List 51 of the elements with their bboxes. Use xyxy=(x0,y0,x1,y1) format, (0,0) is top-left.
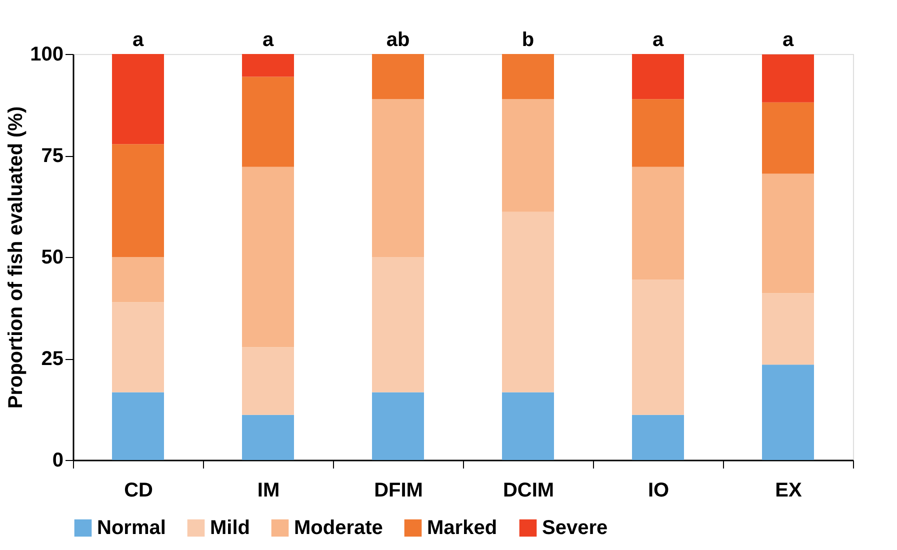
y-axis-title: Proportion of fish evaluated (%) xyxy=(5,106,28,409)
bar xyxy=(112,392,164,460)
bar xyxy=(762,54,814,102)
y-tick-label: 25 xyxy=(41,348,64,370)
annotation: a xyxy=(782,29,794,51)
bar xyxy=(632,99,684,167)
bar xyxy=(502,392,554,460)
bar xyxy=(372,257,424,392)
legend-label: Marked xyxy=(427,517,498,539)
bar xyxy=(762,102,814,174)
bar xyxy=(632,166,684,280)
bar xyxy=(632,280,684,415)
x-tick-label: EX xyxy=(775,480,802,502)
bar xyxy=(372,54,424,100)
y-tick-label: 100 xyxy=(30,44,64,66)
bar xyxy=(502,212,554,392)
bar xyxy=(112,302,164,392)
x-tick-label: IM xyxy=(257,480,280,502)
legend-label: Moderate xyxy=(294,517,383,539)
bar xyxy=(242,347,294,415)
bar xyxy=(632,54,684,100)
bar xyxy=(242,54,294,77)
legend-label: Normal xyxy=(97,517,166,539)
bar xyxy=(762,293,814,365)
bar xyxy=(112,257,164,302)
x-tick-label: IO xyxy=(648,480,670,502)
bar xyxy=(502,99,554,212)
annotation: b xyxy=(522,29,534,51)
annotation: a xyxy=(262,29,274,51)
bar xyxy=(112,144,164,257)
bar xyxy=(112,54,164,144)
bar xyxy=(372,99,424,257)
bar xyxy=(762,174,814,294)
y-tick-label: 75 xyxy=(41,145,64,167)
bar xyxy=(762,364,814,460)
x-tick-label: DFIM xyxy=(374,480,423,502)
y-tick-label: 50 xyxy=(41,246,64,268)
bar xyxy=(502,54,554,100)
y-tick-label: 0 xyxy=(52,450,64,472)
annotation: ab xyxy=(386,29,410,51)
legend-label: Severe xyxy=(542,517,608,539)
bar xyxy=(372,392,424,460)
annotation: a xyxy=(132,29,144,51)
bar xyxy=(242,76,294,167)
x-tick-label: CD xyxy=(124,480,153,502)
annotation: a xyxy=(652,29,664,51)
legend-label: Mild xyxy=(210,517,250,539)
bar xyxy=(242,166,294,348)
bar xyxy=(632,414,684,460)
x-tick-label: DCIM xyxy=(502,480,554,502)
bar xyxy=(242,414,294,460)
